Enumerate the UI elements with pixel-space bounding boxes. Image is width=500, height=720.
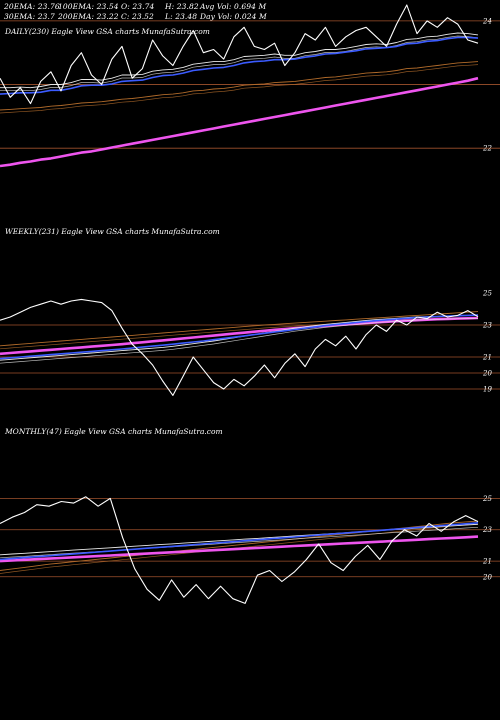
monthly-ema30-line: [0, 522, 479, 561]
monthly-panel-title: MONTHLY(47) Eagle View GSA charts Munafa…: [5, 427, 223, 436]
daily-y-tick-label: 24: [482, 17, 492, 25]
header-day-volume: Day Vol: 0.024 M: [200, 12, 267, 21]
monthly-y-tick-label: 25: [482, 495, 492, 503]
header-avg-volume: Avg Vol: 0.694 M: [200, 2, 267, 11]
header-low: L: 23.48: [165, 12, 198, 21]
monthly-y-tick-label: 20: [482, 573, 492, 581]
header-ema200: 200EMA: 23.22: [58, 12, 119, 21]
monthly-y-tick-label: 23: [482, 526, 492, 534]
monthly-ema20-band-line: [0, 526, 479, 559]
daily-ema20-line: [0, 32, 479, 89]
monthly-y-tick-label: 21: [482, 558, 492, 566]
weekly-y-tick-label: 25: [482, 290, 492, 298]
header-ema20: 20EMA: 23.76: [4, 2, 60, 11]
weekly-y-tick-label: 20: [482, 370, 492, 378]
header-open: O: 23.74: [121, 2, 155, 11]
weekly-y-tick-label: 19: [483, 386, 492, 394]
monthly-price-line: [0, 496, 479, 604]
daily-ema30-line: [0, 36, 479, 95]
header-high: H: 23.82: [165, 2, 199, 11]
header-ema30: 30EMA: 23.7: [4, 12, 55, 21]
daily-y-tick-label: 22: [482, 145, 492, 153]
daily-ema100-line: [0, 61, 479, 111]
weekly-y-tick-label: 21: [482, 354, 492, 362]
daily-ema100-band-line: [0, 64, 479, 114]
weekly-panel-title: WEEKLY(231) Eagle View GSA charts Munafa…: [5, 227, 220, 236]
daily-price-line: [0, 4, 479, 105]
weekly-ema30-line: [0, 314, 479, 360]
daily-ema200-line: [0, 76, 479, 168]
header-ema100: 100EMA: 23.54: [58, 2, 119, 11]
weekly-ema100-line: [0, 311, 479, 347]
weekly-y-tick-label: 23: [482, 322, 492, 330]
daily-ema20-band-line: [0, 35, 479, 92]
monthly-ema200-line: [0, 535, 479, 563]
daily-panel-title: DAILY(230) Eagle View GSA charts MunafaS…: [5, 27, 210, 36]
header-close: C: 23.52: [121, 12, 154, 21]
weekly-price-line: [0, 298, 479, 396]
